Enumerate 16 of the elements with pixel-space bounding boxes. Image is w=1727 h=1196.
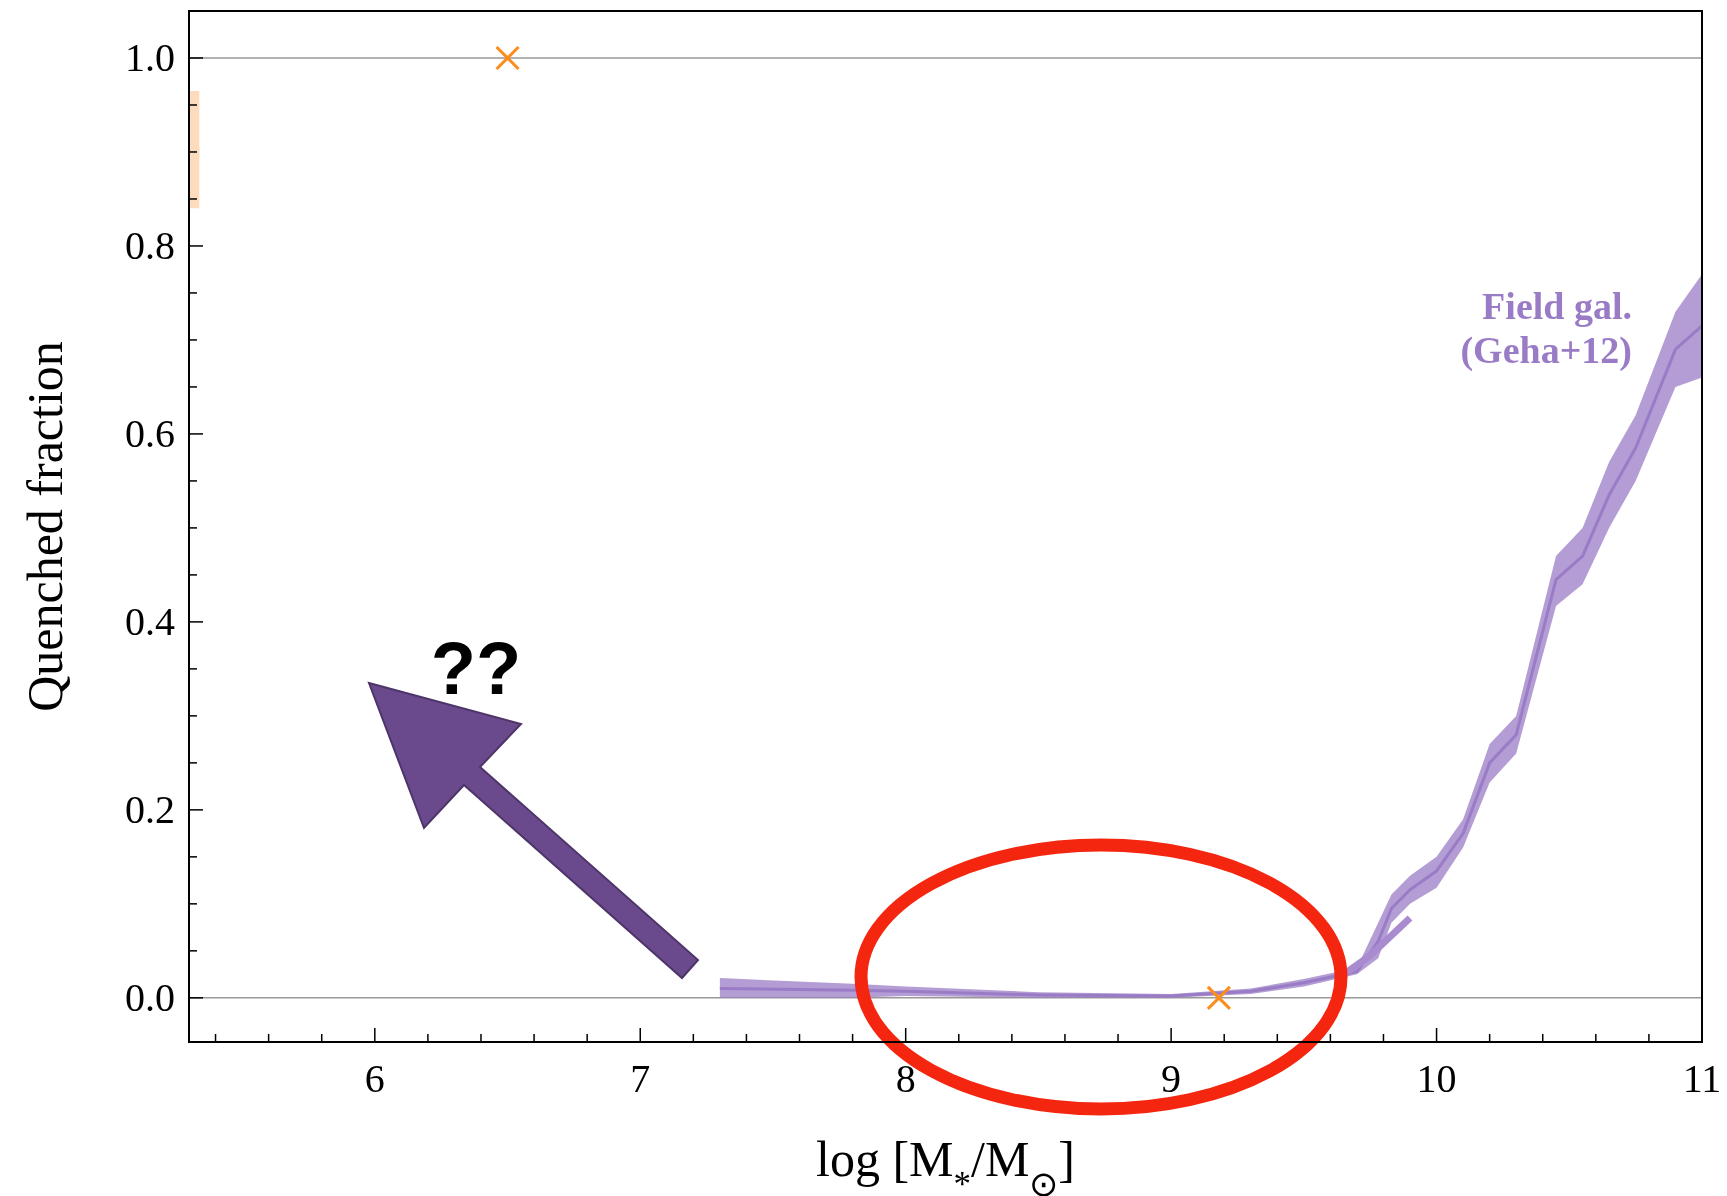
x-tick-label: 7 bbox=[630, 1056, 651, 1101]
series-label: Field gal. (Geha+12) bbox=[1460, 285, 1632, 373]
x-tick-label: 11 bbox=[1682, 1056, 1722, 1101]
y-tick-label: 0.4 bbox=[125, 598, 175, 644]
annotation: ?? bbox=[430, 627, 522, 710]
x-tick-label: 6 bbox=[364, 1056, 385, 1101]
y-tick-label: 0.8 bbox=[125, 222, 175, 268]
x-axis-title: log [M$_{*}$/M$_{⊙}$] bbox=[815, 1131, 1076, 1196]
x-tick-label: 10 bbox=[1416, 1056, 1457, 1101]
y-tick-label: 1.0 bbox=[125, 34, 175, 80]
x-tick-label: 9 bbox=[1161, 1056, 1182, 1101]
y-tick-label: 0.6 bbox=[125, 410, 175, 456]
y-axis-title: Quenched fraction bbox=[17, 341, 73, 712]
y-tick-label: 0.0 bbox=[125, 974, 175, 1020]
y-tick-label: 0.2 bbox=[125, 786, 175, 832]
x-tick-label: 8 bbox=[895, 1056, 916, 1101]
